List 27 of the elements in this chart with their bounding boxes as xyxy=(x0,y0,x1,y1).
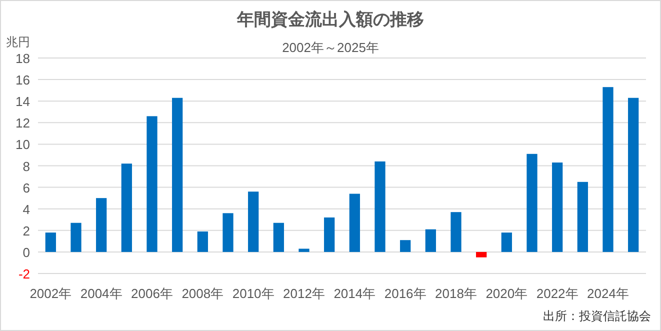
y-tick-label: 10 xyxy=(16,137,30,152)
y-tick-label: 18 xyxy=(16,51,30,66)
x-tick-label: 2018年 xyxy=(435,286,477,301)
chart-subtitle: 2002年～2025年 xyxy=(282,40,379,55)
text: 出所：投資信託協会 xyxy=(543,309,651,323)
x-tick-label: 2008年 xyxy=(182,286,224,301)
y-tick-label: 14 xyxy=(16,94,30,110)
y-axis-title: 兆円 xyxy=(6,35,30,49)
chart-title: 年間資金流出入額の推移 xyxy=(236,10,424,29)
x-tick-label: 2022年 xyxy=(536,286,578,301)
x-tick-label: 2024年 xyxy=(587,286,629,301)
y-tick-label: 0 xyxy=(22,244,30,260)
x-tick-label: 2012年 xyxy=(283,286,325,301)
x-tick-label: 2004年 xyxy=(80,286,122,301)
x-tick-label: 2006年 xyxy=(131,286,173,301)
y-tick-label: 4 xyxy=(22,202,30,217)
x-tick-label: 2010年 xyxy=(232,286,274,301)
y-tick-label: 12 xyxy=(16,116,30,131)
y-tick-label: 2 xyxy=(22,223,30,238)
x-tick-label: 2016年 xyxy=(384,286,426,301)
y-tick-label: 6 xyxy=(22,180,30,196)
x-tick-label: 2014年 xyxy=(334,286,376,301)
x-tick-label: 2020年 xyxy=(486,286,528,301)
y-tick-label: 16 xyxy=(16,72,30,88)
y-tick-label: 8 xyxy=(22,158,30,174)
y-tick-label: -2 xyxy=(18,266,30,282)
x-tick-label: 2002年 xyxy=(30,286,72,301)
